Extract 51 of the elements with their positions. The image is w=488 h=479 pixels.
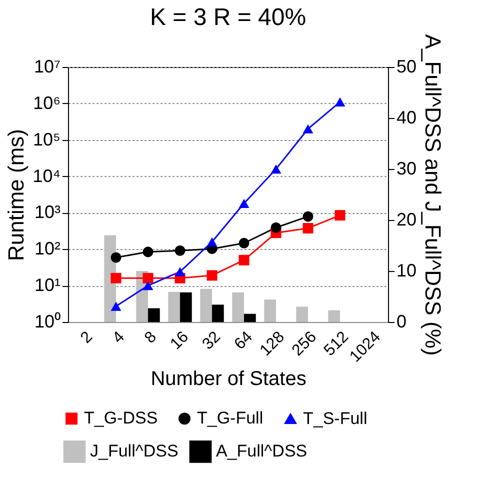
point [270,222,282,233]
x-tick-label: 8 [142,328,160,347]
point [334,210,346,221]
point [110,302,122,311]
x-tick-label: 2 [78,328,96,347]
legend-label: T_S-Full [303,408,368,428]
legend-label: J_Full^DSS [90,442,178,461]
x-tick-label: 64 [231,328,256,354]
point [238,198,250,208]
point [142,272,154,284]
point [110,252,122,263]
point [142,246,154,258]
point [238,254,250,266]
x-tick-label: 256 [289,328,320,360]
y-tick-label: 10⁶ [33,92,60,113]
point [238,238,250,248]
y-tick-label: 10³ [34,202,61,222]
legend-label: T_G-DSS [84,408,158,428]
point [206,237,218,246]
x-tick-label: 4 [110,328,128,347]
y-tick-label: 10⁵ [33,129,60,150]
point [110,272,122,284]
legend-label: T_G-Full [197,408,264,428]
y2-tick-label: 0 [396,312,407,332]
y2-axis-title: A_Full^DSS and J_Full^DSS (%) [420,34,446,356]
y-tick-label: 10¹ [34,275,61,296]
y2-tick-label: 40 [396,108,417,128]
legend-label: A_Full^DSS [216,442,308,461]
y2-tick-label: 20 [396,210,417,230]
chart-title: K = 3 R = 40% [150,4,306,31]
point [174,267,186,276]
y2-tick-label: 30 [396,158,417,178]
y-axis-title: Runtime (ms) [4,128,29,262]
point [302,211,314,222]
point [270,164,282,174]
y-tick-label: 10⁴ [32,166,60,186]
y-tick-label: 10² [34,238,61,259]
x-tick-label: 128 [257,328,288,360]
y-tick-label: 10⁷ [34,56,60,76]
y-tick-label: 10⁰ [34,312,60,332]
point [302,124,314,134]
point [334,97,346,106]
x-tick-label: 16 [167,328,192,354]
point [174,245,186,256]
y2-tick-label: 10 [396,260,417,280]
x-tick-label: 32 [199,328,224,354]
point [302,222,314,234]
point [206,270,218,281]
x-axis-title: Number of States [150,368,306,390]
y2-tick-label: 50 [396,56,417,76]
point [142,281,154,290]
